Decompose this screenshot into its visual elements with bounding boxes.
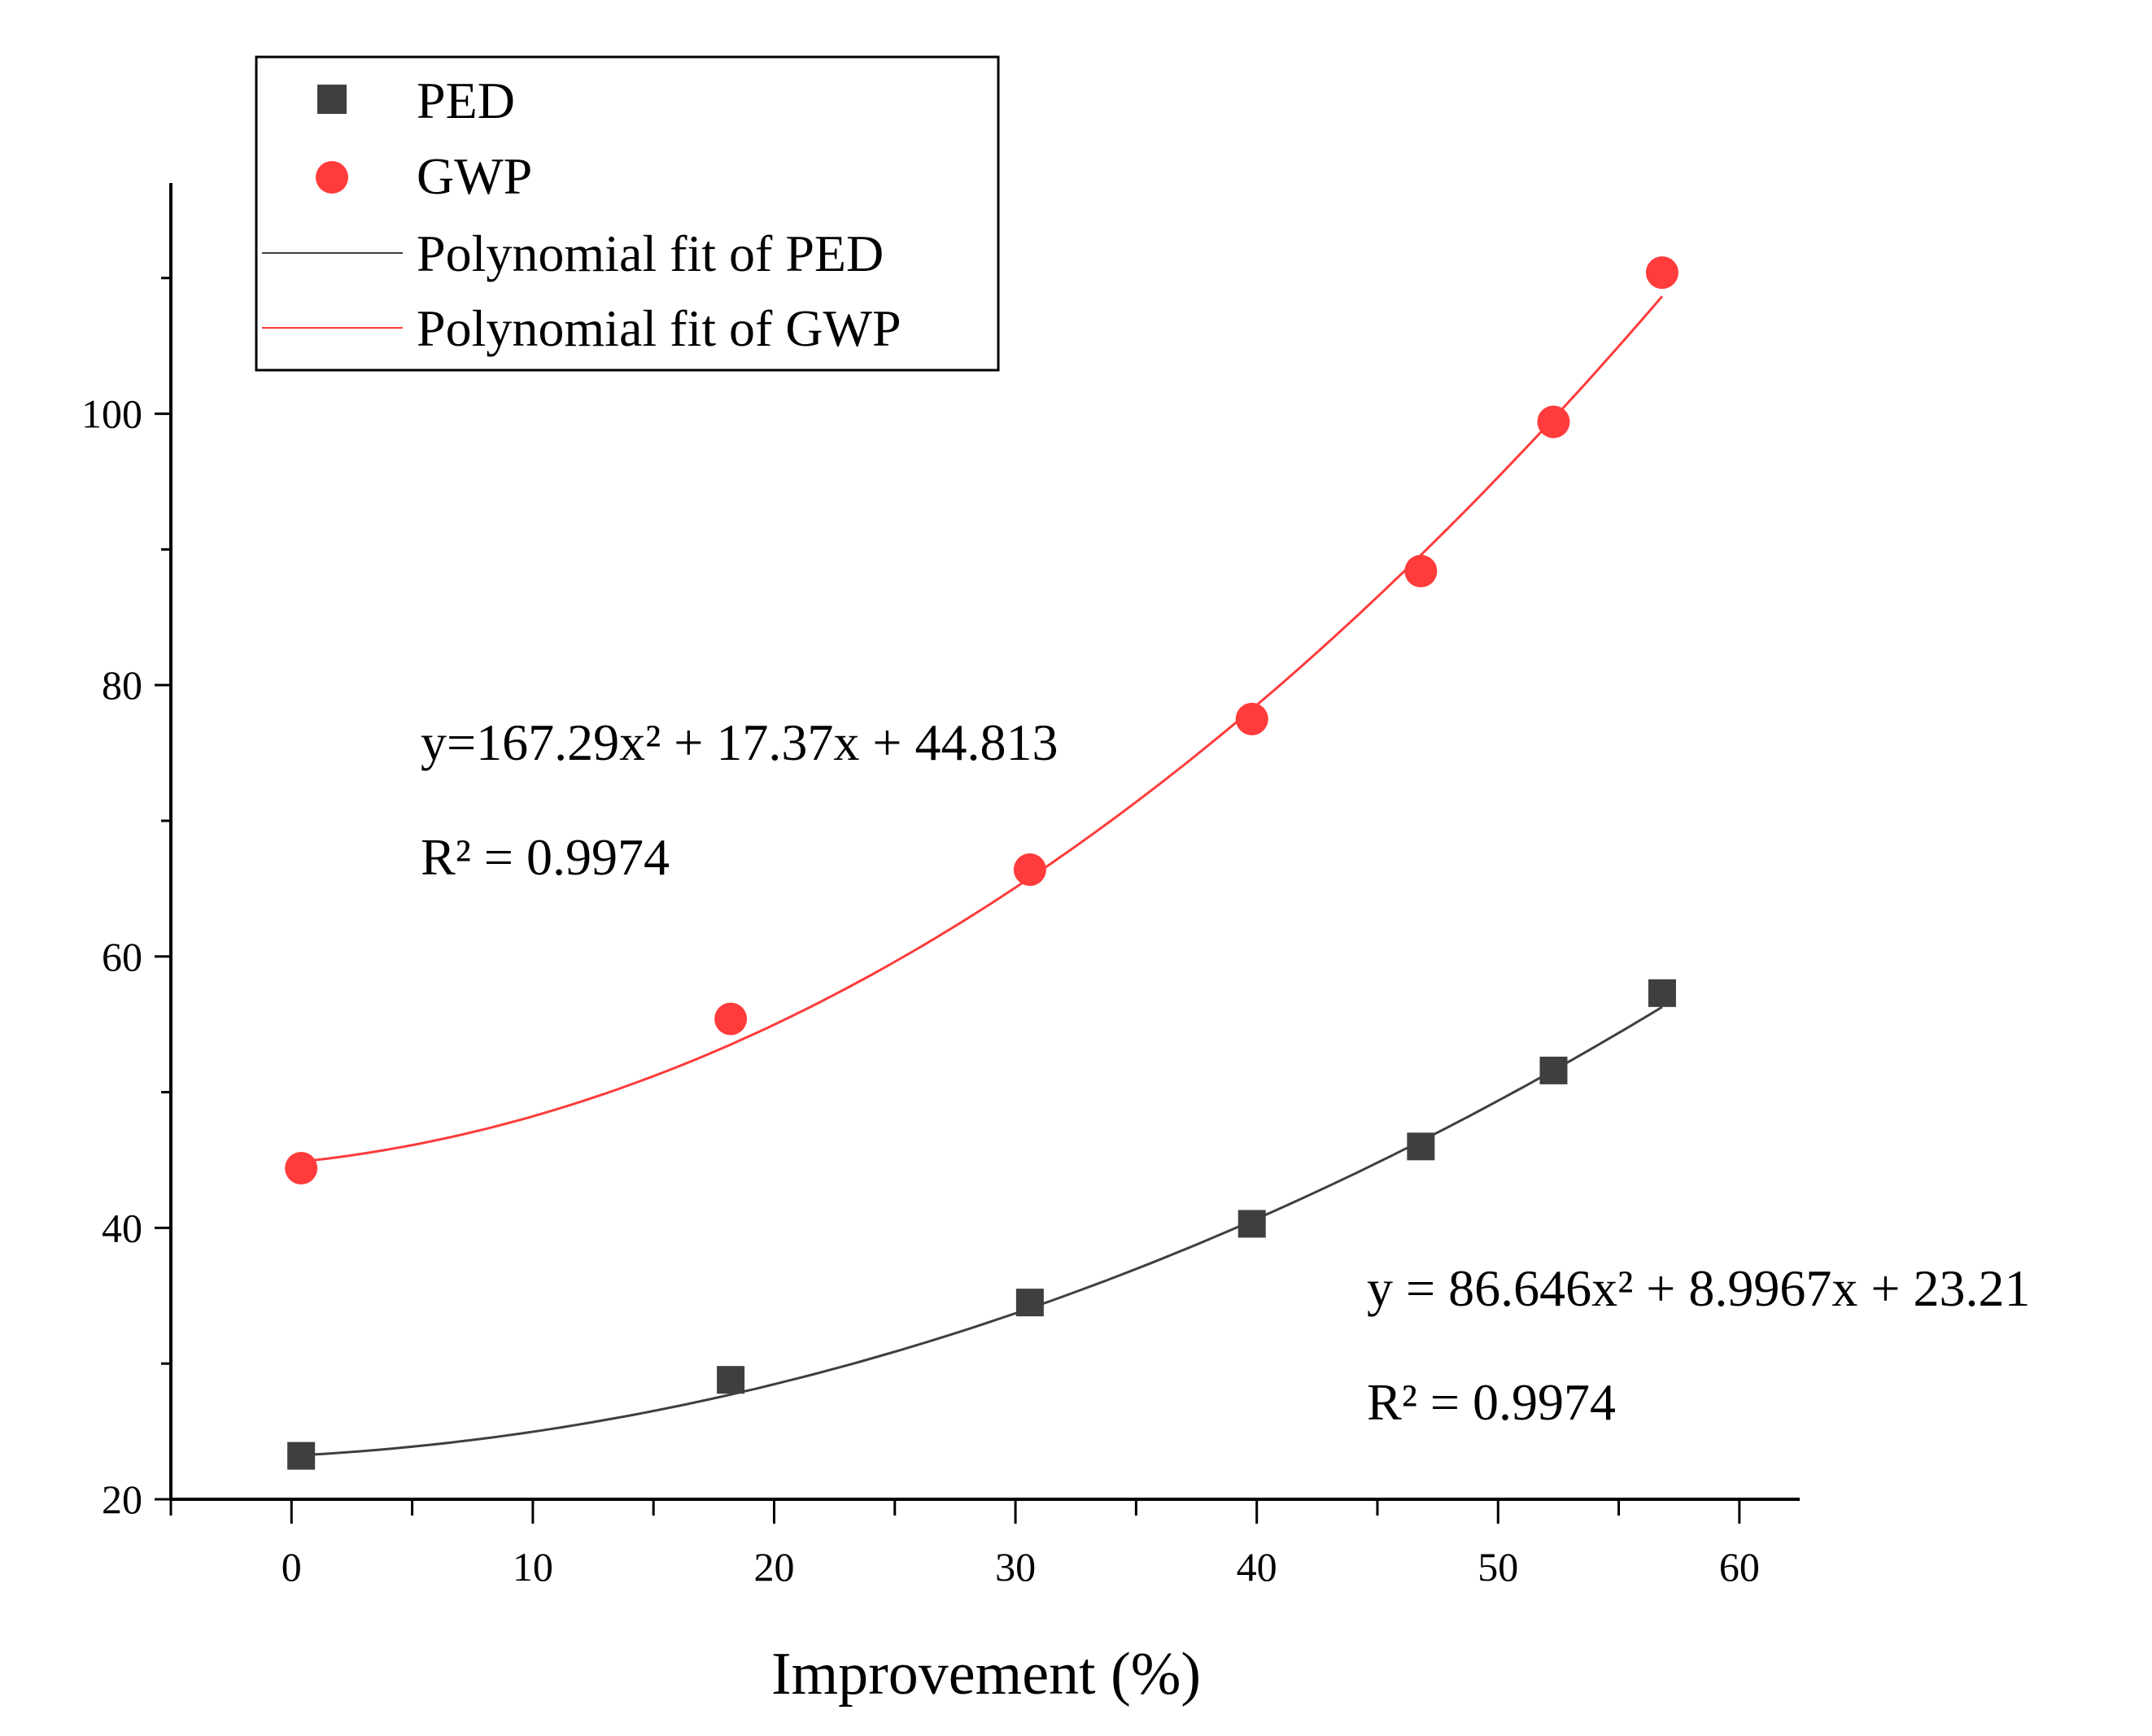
ped-point [1015, 1289, 1044, 1317]
equations: y=167.29x² + 17.37x + 44.813 R² = 0.9974… [421, 713, 2030, 1431]
legend-ped-marker [317, 85, 347, 114]
gwp-point [285, 1151, 318, 1184]
y-tick-label: 80 [102, 662, 142, 708]
gwp-fit-r2: R² = 0.9974 [421, 828, 670, 886]
x-tick-label: 40 [1237, 1544, 1277, 1590]
x-tick-label: 20 [753, 1544, 794, 1590]
y-tick-label: 20 [102, 1476, 142, 1522]
x-axis-title: Improvement (%) [771, 1641, 1201, 1708]
ped-point [1648, 979, 1676, 1007]
legend-gwp-label: GWP [417, 147, 532, 205]
y-tick-label: 40 [102, 1205, 142, 1250]
ped-point [1238, 1210, 1266, 1238]
data-points [285, 256, 1678, 1470]
x-tick-label: 60 [1719, 1544, 1760, 1590]
gwp-fit-equation: y=167.29x² + 17.37x + 44.813 [421, 713, 1058, 771]
legend: PED GWP Polynomial fit of PED Polynomial… [255, 55, 1000, 372]
gwp-point [1404, 555, 1438, 588]
gwp-point [1537, 405, 1570, 438]
ped-point [287, 1442, 316, 1470]
y-tick-label: 100 [81, 391, 142, 437]
x-tick-label: 10 [513, 1544, 553, 1590]
ped-fit-r2: R² = 0.9974 [1367, 1373, 1616, 1431]
legend-ped-label: PED [417, 72, 515, 129]
gwp-point [714, 1002, 748, 1036]
legend-gwp-fit-label: Polynomial fit of GWP [417, 299, 901, 357]
gwp-point [1235, 702, 1268, 735]
gwp-point [1645, 256, 1678, 290]
x-tick-label: 50 [1478, 1544, 1518, 1590]
x-ticks: 0 10 20 30 40 50 60 [169, 1499, 1760, 1590]
gwp-point [1013, 853, 1046, 887]
fit-lines [301, 295, 1664, 1457]
x-tick-label: 30 [995, 1544, 1036, 1590]
y-tick-label: 60 [102, 934, 142, 979]
ped-point [1407, 1132, 1435, 1161]
legend-frame [255, 55, 1000, 372]
ped-point [717, 1366, 745, 1394]
polynomial-fit-of-ped-line [301, 1005, 1663, 1457]
legend-gwp-marker [316, 161, 348, 194]
ped-fit-equation: y = 86.646x² + 8.9967x + 23.21 [1367, 1259, 2030, 1317]
y-ticks: 20 40 60 80 100 [81, 277, 171, 1522]
legend-ped-fit-label: Polynomial fit of PED [417, 225, 884, 282]
axes: 20 40 60 80 100 0 10 20 30 40 50 60 Improvement (%… [81, 183, 1800, 1708]
ped-point [1539, 1056, 1568, 1084]
polynomial-fit-of-gwp-line [301, 295, 1664, 1163]
x-tick-label: 0 [282, 1544, 302, 1590]
